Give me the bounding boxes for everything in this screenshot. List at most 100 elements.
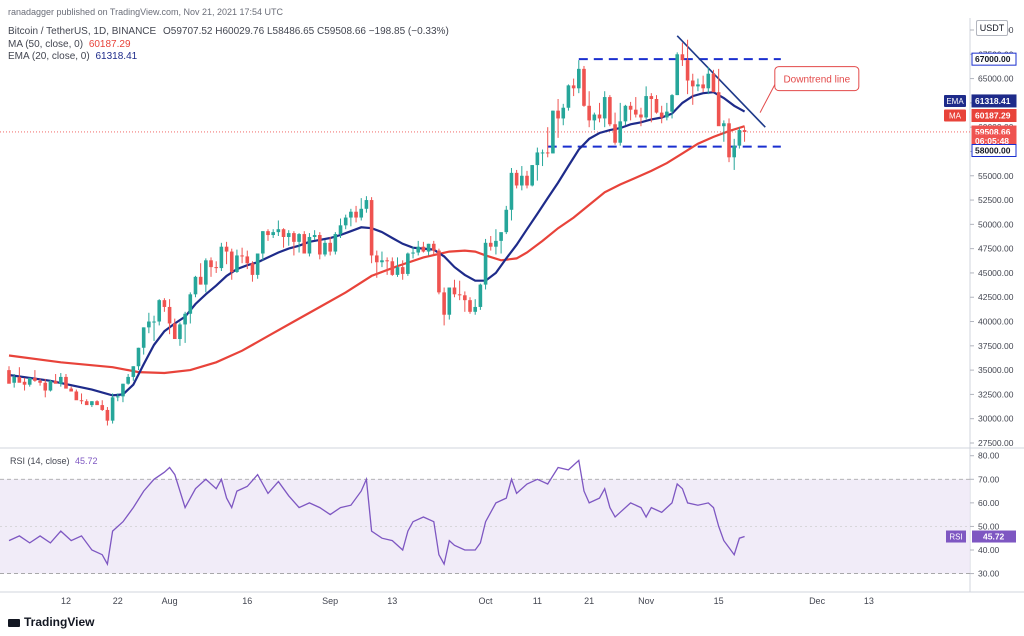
candle-body bbox=[525, 175, 529, 186]
candle bbox=[240, 247, 244, 264]
candle bbox=[162, 298, 167, 312]
ma-legend[interactable]: MA (50, close, 0) 60187.29 bbox=[8, 39, 131, 50]
candle bbox=[701, 75, 705, 93]
time-tick-label: Sep bbox=[322, 596, 338, 606]
candle bbox=[608, 95, 612, 127]
candle bbox=[696, 78, 700, 92]
candle bbox=[121, 383, 125, 403]
candle-body bbox=[545, 152, 550, 154]
candle bbox=[639, 107, 643, 127]
rsi-tag-box bbox=[946, 530, 966, 543]
candle bbox=[276, 220, 281, 237]
candle-body bbox=[509, 172, 514, 210]
candle bbox=[716, 68, 721, 127]
candle bbox=[90, 401, 94, 408]
series-tag-text: MA bbox=[949, 112, 962, 121]
candle bbox=[452, 279, 457, 298]
candle-body bbox=[696, 84, 700, 87]
candle-body bbox=[17, 376, 22, 383]
candle-body bbox=[48, 380, 53, 391]
candle-body bbox=[685, 60, 690, 81]
price-tick-label: 50000.00 bbox=[978, 219, 1014, 229]
candle bbox=[494, 229, 498, 255]
candle bbox=[431, 240, 436, 255]
candle bbox=[115, 393, 120, 402]
ma-label: MA (50, close, 0) bbox=[8, 39, 84, 50]
candle-body bbox=[235, 255, 239, 272]
candle-body bbox=[364, 200, 369, 209]
price-label-text: 58000.00 bbox=[975, 145, 1011, 155]
candle-body bbox=[198, 276, 203, 285]
candle bbox=[17, 367, 22, 383]
candle-body bbox=[395, 267, 400, 275]
candle bbox=[359, 198, 364, 221]
candle-body bbox=[618, 121, 623, 143]
candle bbox=[22, 377, 27, 391]
candle-body bbox=[38, 380, 42, 383]
candle bbox=[261, 231, 265, 261]
candle-body bbox=[737, 130, 742, 146]
candle bbox=[675, 52, 680, 96]
candle bbox=[426, 243, 431, 256]
candle-body bbox=[592, 114, 597, 121]
candle bbox=[271, 229, 275, 238]
candle-body bbox=[64, 376, 68, 389]
candle-body bbox=[680, 54, 685, 61]
candle bbox=[737, 127, 742, 149]
candle bbox=[69, 386, 73, 392]
candle-body bbox=[343, 217, 348, 226]
candle-body bbox=[323, 242, 327, 255]
candle bbox=[680, 42, 685, 66]
candle bbox=[530, 165, 534, 187]
price-tick-label: 47500.00 bbox=[978, 244, 1014, 254]
price-label-text: 61318.41 bbox=[975, 96, 1011, 106]
series-tag-box bbox=[944, 109, 966, 122]
time-tick-label: Oct bbox=[479, 596, 494, 606]
candle-body bbox=[431, 243, 436, 251]
candle-body bbox=[224, 246, 229, 252]
candle bbox=[442, 287, 446, 326]
candle bbox=[421, 241, 426, 253]
tradingview-logo[interactable]: TradingView bbox=[8, 615, 94, 629]
currency-button[interactable]: USDT bbox=[976, 20, 1008, 36]
candle bbox=[235, 249, 239, 273]
ohlc-values: O59707.52 H60029.76 L58486.65 C59508.66 … bbox=[162, 26, 449, 37]
candle bbox=[323, 239, 327, 257]
candle-body bbox=[141, 327, 146, 348]
candle-body bbox=[608, 97, 612, 125]
candle bbox=[349, 208, 353, 227]
rsi-value-text: 45.72 bbox=[983, 532, 1005, 542]
candle-body bbox=[53, 380, 58, 384]
published-note: ranadagger published on TradingView.com,… bbox=[8, 7, 284, 17]
candle-body bbox=[297, 234, 301, 242]
candle-body bbox=[328, 242, 332, 252]
candle-body bbox=[633, 109, 638, 115]
ma-value: 60187.29 bbox=[88, 39, 131, 50]
candle bbox=[556, 98, 560, 138]
candle-body bbox=[654, 98, 659, 113]
candle-body bbox=[74, 391, 79, 401]
candle bbox=[38, 378, 42, 386]
candle-body bbox=[43, 382, 48, 391]
candle bbox=[597, 102, 602, 123]
candle bbox=[100, 400, 105, 411]
time-tick-label: 12 bbox=[61, 596, 71, 606]
candle bbox=[406, 252, 410, 276]
candle bbox=[172, 318, 177, 340]
candle bbox=[706, 66, 711, 95]
candle-body bbox=[499, 232, 503, 241]
candle-body bbox=[675, 54, 680, 96]
candle-body bbox=[27, 377, 32, 385]
candle-body bbox=[690, 80, 695, 87]
candle bbox=[551, 110, 555, 154]
candle-body bbox=[535, 152, 540, 166]
candle-body bbox=[665, 111, 669, 118]
ema-legend[interactable]: EMA (20, close, 0) 61318.41 bbox=[8, 51, 137, 62]
candle-body bbox=[488, 242, 493, 247]
candle-body bbox=[167, 306, 172, 324]
candle bbox=[354, 205, 358, 223]
price-label-text: 59508.66 bbox=[975, 127, 1011, 137]
candle-body bbox=[400, 267, 405, 274]
candle bbox=[157, 299, 162, 326]
